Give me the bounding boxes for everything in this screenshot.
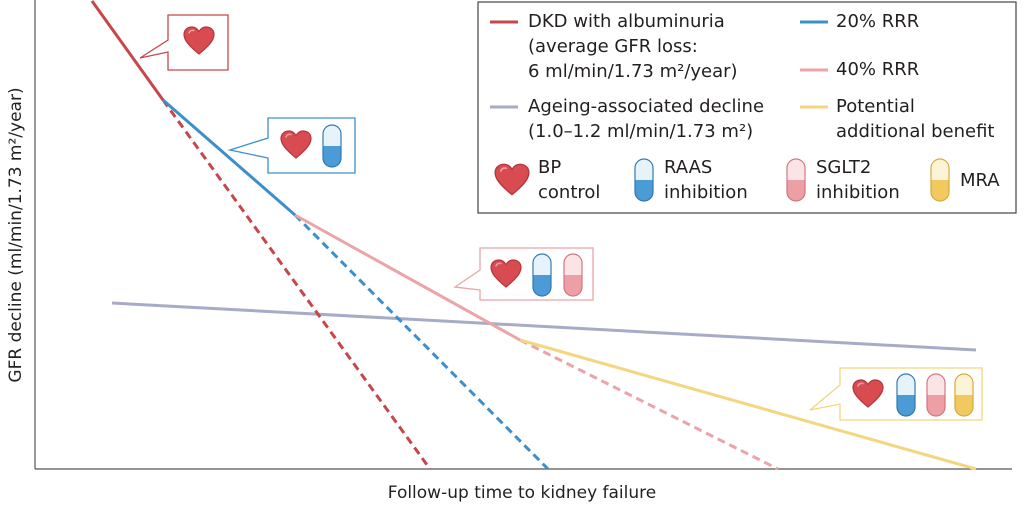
legend-text: 20% RRR	[836, 11, 919, 32]
legend: DKD with albuminuria (average GFR loss: …	[477, 1, 1017, 214]
legend-text: 6 ml/min/1.73 m²/year)	[528, 61, 738, 82]
callout-bp	[139, 14, 229, 71]
legend-text: inhibition	[664, 182, 748, 203]
rrr20-line	[162, 98, 296, 217]
legend-text: SGLT2	[816, 157, 871, 178]
rrr40-projection	[519, 338, 779, 471]
callout-mra	[809, 367, 983, 421]
legend-text: additional benefit	[836, 121, 995, 142]
legend-text: BP	[538, 157, 561, 178]
legend-text: Potential	[836, 96, 915, 117]
legend-text: control	[538, 182, 600, 203]
legend-text: DKD with albuminuria	[528, 11, 725, 32]
legend-text: (average GFR loss:	[528, 36, 698, 57]
rrr20-projection	[293, 213, 550, 471]
legend-icon	[930, 158, 950, 202]
callout-sglt2	[453, 247, 594, 301]
legend-box	[477, 1, 1017, 214]
legend-text: 40% RRR	[836, 59, 919, 80]
dkd-projection	[161, 99, 432, 470]
legend-text: RAAS	[664, 157, 712, 178]
x-axis-label: Follow-up time to kidney failure	[388, 483, 656, 503]
legend-icon	[634, 158, 654, 202]
rrr40-line	[294, 213, 521, 342]
callout-raas	[227, 117, 356, 174]
ageing-line	[111, 301, 977, 352]
benefit-line	[519, 338, 977, 471]
legend-icon	[786, 158, 806, 202]
legend-text: (1.0–1.2 ml/min/1.73 m²)	[528, 121, 753, 142]
dkd-line	[90, 0, 165, 101]
legend-text: inhibition	[816, 182, 900, 203]
legend-text: Ageing-associated decline	[528, 96, 764, 117]
legend-text: MRA	[960, 170, 1000, 191]
y-axis-label: GFR decline (ml/min/1.73 m²/year)	[6, 87, 26, 382]
curves	[90, 0, 977, 471]
